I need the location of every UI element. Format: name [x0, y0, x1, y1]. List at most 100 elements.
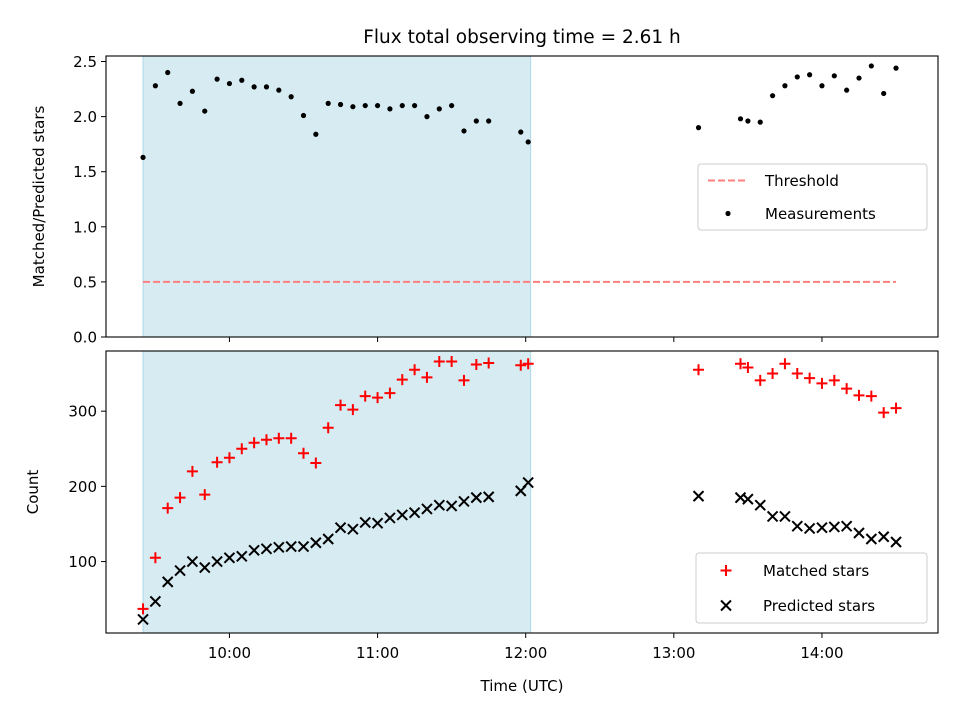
measurement-point: [239, 77, 245, 83]
measurement-point: [893, 65, 899, 71]
measurement-point: [486, 118, 492, 124]
measurement-point: [325, 100, 331, 106]
predicted-stars-point: [322, 533, 334, 545]
matched-stars-point: [522, 358, 534, 370]
predicted-stars-point: [692, 490, 705, 502]
measurement-point: [782, 83, 788, 89]
matched-stars-point: [433, 356, 445, 368]
y-tick-label: 1.0: [73, 218, 97, 236]
matched-stars-point: [248, 437, 260, 449]
predicted-stars-point: [236, 550, 248, 563]
measurement-point: [350, 104, 356, 110]
measurement-point: [399, 102, 405, 109]
measurement-point: [737, 116, 744, 122]
observing-window-shading: [143, 351, 531, 633]
matched-stars-point: [458, 374, 470, 386]
measurement-point: [757, 119, 763, 125]
matched-stars-point: [865, 390, 877, 402]
y-tick-label: 200: [68, 478, 97, 496]
y-tick-label: 2.0: [73, 108, 97, 126]
measurement-point: [288, 94, 294, 100]
matched-stars-point: [890, 402, 902, 414]
measurement-point: [518, 129, 524, 135]
measurement-point: [424, 114, 430, 120]
predicted-stars-point: [828, 521, 841, 533]
predicted-stars-point: [359, 516, 371, 529]
measurement-point: [189, 88, 196, 94]
measurement-point: [226, 80, 233, 87]
measurement-point: [300, 112, 307, 119]
matched-stars-point: [260, 434, 272, 446]
measurement-point: [844, 87, 850, 93]
x-tick-label: 11:00: [356, 644, 399, 662]
measurement-point: [807, 72, 813, 78]
measurement-point: [152, 83, 158, 89]
measurement-point: [177, 100, 183, 106]
predicted-stars-point: [865, 533, 878, 545]
matched-stars-point: [211, 456, 223, 468]
predicted-stars-point: [458, 495, 470, 508]
x-tick-label: 14:00: [800, 644, 843, 662]
matched-stars-point: [137, 603, 149, 615]
measurement-point: [449, 102, 455, 109]
measurement-point: [251, 84, 257, 90]
measurement-point: [387, 106, 393, 112]
matched-stars-point: [285, 432, 297, 444]
x-axis-label: Time (UTC): [480, 677, 564, 695]
matched-stars-point: [409, 364, 421, 376]
matched-stars-point: [347, 404, 359, 416]
chart-title: Flux total observing time = 2.61 h: [363, 27, 681, 48]
legend-measurement-swatch: [725, 210, 731, 217]
measurement-point: [881, 90, 887, 97]
y-tick-label: 1.5: [73, 163, 97, 181]
matched-stars-point: [767, 368, 779, 380]
measurement-point: [276, 87, 282, 93]
matched-stars-point: [853, 389, 865, 401]
predicted-stars-point: [334, 522, 347, 534]
matched-stars-point: [878, 407, 890, 419]
y-tick-label: 300: [68, 403, 97, 421]
matched-stars-point: [421, 371, 433, 383]
predicted-stars-point: [137, 613, 149, 626]
measurement-point: [374, 102, 381, 109]
predicted-stars-point: [384, 512, 396, 524]
legend-label: Measurements: [765, 205, 876, 223]
matched-stars-point: [273, 432, 285, 444]
y-axis-label: Matched/Predicted stars: [30, 106, 48, 288]
measurement-point: [831, 73, 837, 79]
matched-stars-point: [828, 374, 840, 386]
predicted-stars-point: [766, 510, 779, 523]
predicted-stars-point: [445, 500, 458, 512]
matched-stars-point: [734, 358, 746, 370]
predicted-stars-point: [211, 555, 223, 568]
matched-stars-point: [396, 374, 408, 386]
predicted-stars-point: [199, 561, 211, 574]
matched-stars-point: [804, 372, 816, 384]
predicted-stars-point: [816, 522, 828, 534]
predicted-stars-point: [149, 595, 162, 608]
predicted-stars-point: [779, 510, 791, 523]
matched-stars-point: [359, 390, 371, 402]
predicted-stars-point: [260, 543, 273, 555]
predicted-stars-point: [186, 555, 199, 568]
predicted-stars-point: [408, 506, 421, 519]
y-tick-label: 0.5: [73, 273, 97, 291]
predicted-stars-point: [223, 552, 236, 564]
matched-stars-point: [335, 399, 347, 411]
observing-window-shading: [143, 56, 531, 337]
predicted-stars-point: [890, 536, 902, 548]
measurement-point: [769, 93, 776, 99]
measurement-point: [745, 118, 751, 124]
matched-stars-point: [779, 358, 791, 370]
matched-stars-point: [791, 368, 803, 380]
legend-matched-swatch: [720, 565, 732, 576]
measurement-point: [337, 101, 344, 108]
legend-box: [697, 163, 928, 231]
predicted-stars-point: [371, 517, 384, 529]
predicted-stars-point: [310, 537, 322, 549]
measurement-point: [165, 69, 171, 76]
plot-frame: [105, 350, 939, 634]
measurement-point: [819, 83, 825, 89]
predicted-stars-point: [742, 493, 754, 505]
measurement-point: [412, 102, 418, 109]
